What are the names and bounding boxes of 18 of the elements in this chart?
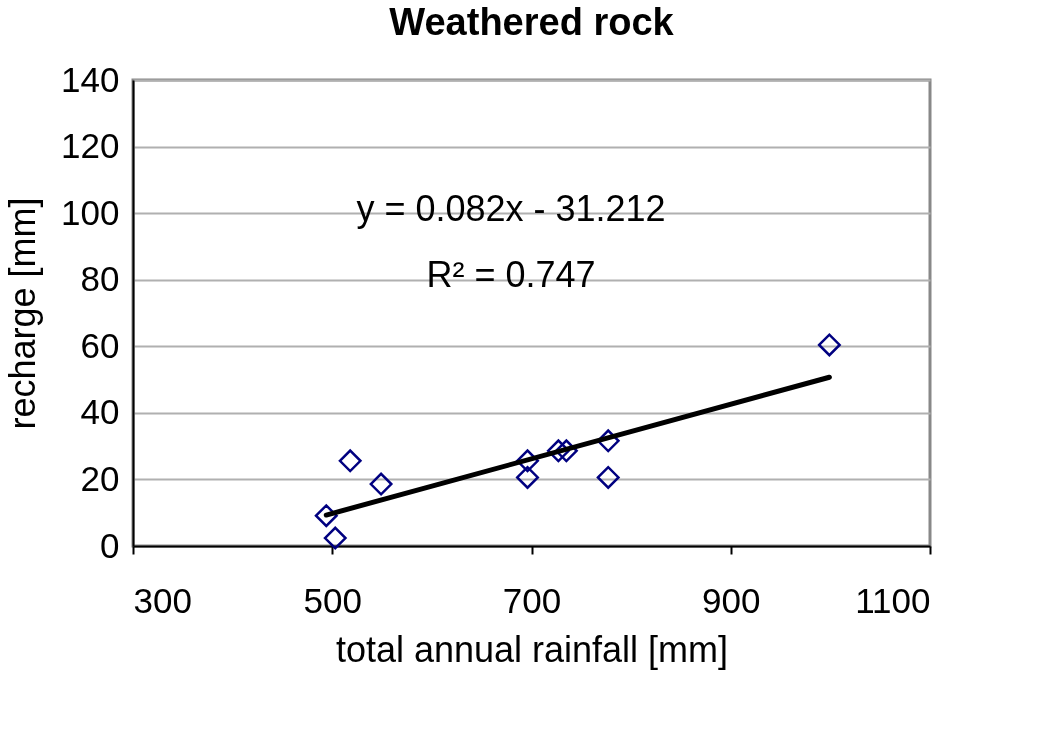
y-tick-label: 40 (80, 392, 120, 432)
y-tick-label: 60 (80, 325, 120, 365)
annotation: R² = 0.747 (426, 254, 596, 295)
y-tick-label: 80 (80, 259, 120, 299)
y-axis-title: recharge [mm] (2, 197, 44, 430)
annotation: y = 0.082x - 31.212 (356, 188, 666, 229)
y-tick-label: 100 (61, 192, 120, 232)
y-tick-label: 140 (61, 59, 120, 99)
x-tick-label: 1100 (855, 580, 931, 620)
x-tick-label: 900 (702, 580, 761, 620)
x-tick-label: 700 (502, 580, 562, 620)
x-tick-label: 300 (133, 580, 192, 620)
chart-title: Weathered rock (389, 1, 675, 43)
y-tick-label: 20 (80, 458, 120, 498)
x-axis-title: total annual rainfall [mm] (335, 628, 729, 670)
y-tick-label: 120 (61, 126, 120, 166)
x-tick-label: 500 (303, 580, 362, 620)
y-tick-label: 0 (100, 525, 120, 565)
